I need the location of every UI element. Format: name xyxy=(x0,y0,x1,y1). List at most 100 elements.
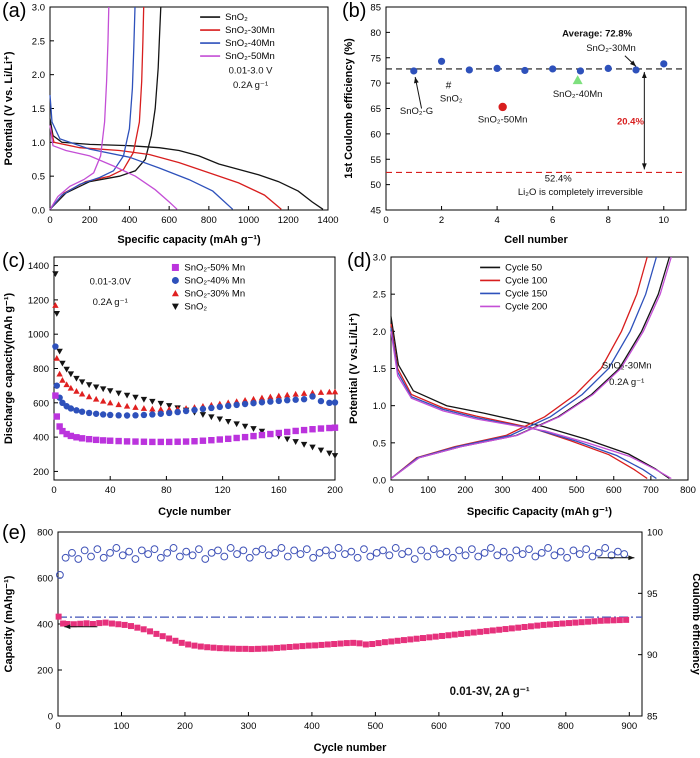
svg-text:Average: 72.8%: Average: 72.8% xyxy=(562,28,632,39)
svg-text:SnO₂-50Mn: SnO₂-50Mn xyxy=(478,115,528,126)
svg-text:0: 0 xyxy=(48,712,53,723)
svg-text:100: 100 xyxy=(114,721,130,732)
svg-text:Cycle 150: Cycle 150 xyxy=(505,288,547,299)
panel-label-a: (a) xyxy=(2,0,27,22)
svg-text:0: 0 xyxy=(388,485,393,496)
svg-text:400: 400 xyxy=(121,215,137,226)
svg-text:1000: 1000 xyxy=(238,215,259,226)
svg-text:120: 120 xyxy=(215,485,231,496)
svg-text:0.01-3.0V: 0.01-3.0V xyxy=(90,276,132,287)
svg-text:40: 40 xyxy=(105,485,116,496)
svg-text:0.2A g⁻¹: 0.2A g⁻¹ xyxy=(233,80,268,91)
svg-text:Cycle number: Cycle number xyxy=(158,506,231,518)
svg-text:400: 400 xyxy=(33,433,49,444)
svg-text:800: 800 xyxy=(201,215,217,226)
svg-text:SnO₂-30Mn: SnO₂-30Mn xyxy=(225,25,275,36)
chart-d-cycle-voltage-profiles: 0 100 200 300 400 500 600 700 800 0.0 0.5 1.0 1.5 2.0… xyxy=(348,253,696,519)
svg-text:SnO₂-50Mn: SnO₂-50Mn xyxy=(225,51,275,62)
svg-text:Cycle 100: Cycle 100 xyxy=(505,275,547,286)
svg-text:50: 50 xyxy=(370,180,381,191)
panel-c: (c) 0 40 80 120 160 200 200 400 600 800 1000 1200 14… xyxy=(0,250,345,520)
svg-text:1200: 1200 xyxy=(278,215,299,226)
svg-text:200: 200 xyxy=(82,215,98,226)
svg-text:85: 85 xyxy=(647,712,658,723)
svg-text:Cycle 50: Cycle 50 xyxy=(505,262,542,273)
chart-a-voltage-profiles: 0 200 400 600 800 1000 1200 1400 0.0 0.5 1.0 1.5 2.0… xyxy=(3,3,339,247)
svg-text:800: 800 xyxy=(37,528,53,539)
svg-text:SnO₂-30Mn: SnO₂-30Mn xyxy=(586,43,636,54)
svg-text:4: 4 xyxy=(494,215,499,226)
panel-label-e: (e) xyxy=(2,522,27,544)
svg-text:Cycle 200: Cycle 200 xyxy=(505,301,547,312)
svg-text:20.4%: 20.4% xyxy=(617,117,644,128)
svg-text:65: 65 xyxy=(370,104,381,115)
svg-text:300: 300 xyxy=(241,721,257,732)
svg-text:2.5: 2.5 xyxy=(32,36,45,47)
svg-text:6: 6 xyxy=(550,215,555,226)
svg-text:Specific Capacity (mAh g⁻¹): Specific Capacity (mAh g⁻¹) xyxy=(467,506,613,518)
svg-text:SnO₂-40Mn: SnO₂-40Mn xyxy=(225,38,275,49)
svg-text:0.2A g⁻¹: 0.2A g⁻¹ xyxy=(609,377,644,388)
svg-text:90: 90 xyxy=(647,650,658,661)
svg-text:0.01-3V, 2A g⁻¹: 0.01-3V, 2A g⁻¹ xyxy=(450,686,530,698)
svg-text:0.01-3.0 V: 0.01-3.0 V xyxy=(229,65,273,76)
svg-text:400: 400 xyxy=(304,721,320,732)
svg-text:3.0: 3.0 xyxy=(373,253,386,264)
svg-text:SnO₂-30Mn: SnO₂-30Mn xyxy=(602,361,652,372)
svg-text:1.5: 1.5 xyxy=(373,364,386,375)
svg-text:800: 800 xyxy=(558,721,574,732)
svg-text:95: 95 xyxy=(647,589,658,600)
svg-text:600: 600 xyxy=(431,721,447,732)
svg-text:0: 0 xyxy=(47,215,52,226)
svg-text:400: 400 xyxy=(532,485,548,496)
svg-text:400: 400 xyxy=(37,620,53,631)
svg-text:300: 300 xyxy=(494,485,510,496)
svg-text:85: 85 xyxy=(370,3,381,14)
svg-text:Cell number: Cell number xyxy=(504,234,568,246)
svg-text:80: 80 xyxy=(370,28,381,39)
svg-text:SnO₂-50% Mn: SnO₂-50% Mn xyxy=(184,262,245,273)
svg-text:SnO₂: SnO₂ xyxy=(184,301,207,312)
chart-b-coulomb-efficiency: 0 2 4 6 8 10 45 50 55 60 65 70 75 80 85 Cell number 1st … xyxy=(343,3,687,246)
panel-label-b: (b) xyxy=(342,0,367,22)
svg-text:#: # xyxy=(446,81,452,92)
svg-text:Potential (V vs.Li/Li⁺): Potential (V vs.Li/Li⁺) xyxy=(348,313,360,424)
svg-text:2: 2 xyxy=(439,215,444,226)
svg-text:100: 100 xyxy=(647,528,663,539)
panel-d: (d) 0 100 200 300 400 500 600 700 800 0.0 0.5 1.0 1.… xyxy=(345,250,700,520)
svg-text:2.5: 2.5 xyxy=(373,290,386,301)
svg-text:900: 900 xyxy=(621,721,637,732)
panel-b: (b) 0 2 4 6 8 10 45 50 55 60 65 70 75 80 85 Cell number… xyxy=(340,0,700,248)
svg-text:80: 80 xyxy=(161,485,172,496)
svg-text:0.0: 0.0 xyxy=(32,206,45,217)
svg-text:Cycle number: Cycle number xyxy=(314,742,387,754)
svg-text:0.0: 0.0 xyxy=(373,476,386,487)
svg-text:1200: 1200 xyxy=(28,295,49,306)
svg-text:0.2A g⁻¹: 0.2A g⁻¹ xyxy=(93,297,128,308)
svg-text:SnO₂-40% Mn: SnO₂-40% Mn xyxy=(184,275,245,286)
svg-text:45: 45 xyxy=(370,206,381,217)
svg-text:52.4%: 52.4% xyxy=(545,174,572,185)
svg-text:0: 0 xyxy=(55,721,60,732)
svg-text:500: 500 xyxy=(569,485,585,496)
svg-text:Li₂O is completely irreversibl: Li₂O is completely irreversible xyxy=(518,187,643,198)
svg-text:700: 700 xyxy=(494,721,510,732)
svg-text:200: 200 xyxy=(327,485,343,496)
svg-text:0.5: 0.5 xyxy=(373,438,386,449)
svg-text:SnO₂: SnO₂ xyxy=(225,12,248,23)
svg-text:200: 200 xyxy=(37,666,53,677)
panel-label-d: (d) xyxy=(347,250,372,272)
svg-text:600: 600 xyxy=(37,574,53,585)
svg-text:2.0: 2.0 xyxy=(32,70,45,81)
chart-e-long-cycling: 0 100 200 300 400 500 600 700 800 900 0 200 400 600 80… xyxy=(3,528,700,755)
svg-text:200: 200 xyxy=(177,721,193,732)
svg-text:0: 0 xyxy=(383,215,388,226)
svg-text:75: 75 xyxy=(370,53,381,64)
svg-text:Potential (V vs. Li/Li⁺): Potential (V vs. Li/Li⁺) xyxy=(3,51,15,165)
svg-text:10: 10 xyxy=(658,215,669,226)
svg-text:70: 70 xyxy=(370,79,381,90)
svg-text:800: 800 xyxy=(33,364,49,375)
svg-text:700: 700 xyxy=(643,485,659,496)
panel-a: (a) 0 200 400 600 800 1000 1200 1400 0.0 0.5 1.0 1.… xyxy=(0,0,340,248)
